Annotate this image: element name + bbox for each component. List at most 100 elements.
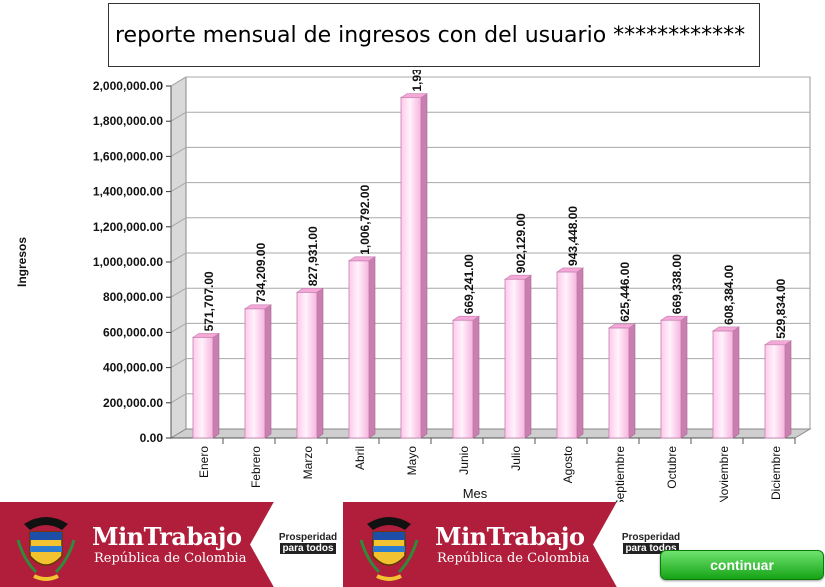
gridline [170, 111, 187, 122]
x-tick-label: Diciembre [769, 446, 783, 500]
bar [348, 260, 370, 439]
slogan-line-1: Prosperidad [278, 532, 338, 543]
bar [764, 344, 786, 439]
x-tick-label: Febrero [249, 446, 263, 488]
bar-top [244, 304, 272, 310]
bar-value-label: 734,209.00 [254, 242, 268, 302]
y-tick-label: 400,000.00 [103, 361, 163, 375]
bar [296, 291, 318, 439]
bar-side [524, 274, 532, 439]
x-tick-label: Agosto [561, 446, 575, 484]
y-tick-label: 1,400,000.00 [93, 185, 163, 199]
banner-subtitle: República de Colombia [437, 551, 590, 566]
bar-top [452, 315, 480, 321]
bar-top [660, 315, 688, 321]
slogan-line-2: para todos [280, 543, 336, 554]
gridline [170, 393, 187, 404]
x-tick-label: Abril [353, 446, 367, 470]
bar [244, 308, 266, 439]
bar-value-label: 571,707.00 [202, 271, 216, 331]
report-title-box: reporte mensual de ingresos con del usua… [108, 3, 760, 67]
bar-side [732, 326, 740, 439]
gridline [170, 252, 187, 263]
y-tick-label: 2,000,000.00 [93, 79, 163, 93]
y-tick-label: 1,000,000.00 [93, 255, 163, 269]
bar-value-label: 827,931.00 [306, 226, 320, 286]
banner-subtitle: República de Colombia [94, 551, 247, 566]
bar-top [608, 323, 636, 329]
x-tick-label: Junio [457, 446, 471, 475]
bar-value-label: 669,241.00 [462, 254, 476, 314]
prosperidad-logo: Prosperidad para todos [277, 532, 339, 554]
bar-value-label: 529,834.00 [774, 278, 788, 338]
bar [608, 327, 630, 439]
bar [660, 319, 682, 439]
bar-side [420, 93, 428, 439]
gridline [170, 146, 187, 157]
gridline [170, 322, 187, 333]
report-title: reporte mensual de ingresos con del usua… [115, 22, 746, 48]
slogan-line-1: Prosperidad [621, 532, 681, 543]
bar [712, 330, 734, 439]
income-bar-chart: 0.00 200,000.00 400,000.00 600,000.00 800,00… [15, 70, 812, 502]
x-tick-label: Septiembre [613, 446, 627, 502]
banner-brand: MinTrabajo [92, 522, 242, 551]
bar-side [784, 340, 792, 439]
bar-side [680, 315, 688, 439]
gridline [170, 287, 187, 298]
bar-side [628, 323, 636, 439]
y-tick-label: 0.00 [140, 431, 164, 445]
y-axis-label: Ingresos [15, 237, 29, 287]
bar-side [316, 287, 324, 439]
bar-side [264, 304, 272, 439]
bar-top [556, 267, 584, 273]
gridline [170, 217, 187, 228]
gridline [170, 76, 187, 87]
y-tick-label: 1,600,000.00 [93, 149, 163, 163]
y-tick-label: 600,000.00 [103, 325, 163, 339]
x-tick-label: Noviembre [717, 446, 731, 502]
bar-top [400, 93, 428, 98]
bar-side [472, 315, 480, 439]
x-tick-label: Julio [509, 446, 523, 471]
bar-top [712, 326, 740, 332]
x-tick-label: Mayo [405, 446, 419, 476]
slogan-line-2: para todos [623, 543, 679, 554]
x-tick-label: Marzo [301, 446, 315, 480]
bar-top [348, 256, 376, 262]
bar-value-label: 669,338.00 [670, 254, 684, 314]
x-axis-label: Mes [463, 486, 488, 501]
bar-top [764, 340, 792, 346]
bar-side [368, 256, 376, 439]
bar-value-label: 902,129.00 [514, 213, 528, 273]
bar [504, 278, 526, 439]
y-tick-label: 1,800,000.00 [93, 114, 163, 128]
y-tick-label: 800,000.00 [103, 290, 163, 304]
bar-side [212, 332, 220, 439]
gridline [170, 182, 187, 193]
colombia-coat-of-arms-icon [16, 517, 76, 581]
mintrabajo-banner: MinTrabajo República de Colombia Prosper… [343, 502, 688, 587]
bar [452, 319, 474, 439]
bar-top [192, 333, 220, 338]
mintrabajo-banner: MinTrabajo República de Colombia Prosper… [0, 502, 345, 587]
bar-value-label: 625,446.00 [618, 262, 632, 322]
gridline [170, 358, 187, 369]
bar-value-label: 1,933,787.00 [410, 70, 424, 92]
x-tick-label: Octubre [665, 446, 679, 489]
bar-side [576, 267, 584, 439]
bar [400, 97, 422, 439]
y-tick-label: 1,200,000.00 [93, 220, 163, 234]
bar-value-label: 1,006,792.00 [358, 184, 372, 254]
continue-button[interactable]: continuar [660, 550, 824, 580]
x-tick-label: Enero [197, 446, 211, 478]
bar-top [296, 287, 324, 293]
bar [192, 336, 214, 439]
bar-top [504, 274, 532, 280]
banner-brand: MinTrabajo [435, 522, 585, 551]
bar [556, 271, 578, 439]
y-tick-label: 200,000.00 [103, 396, 163, 410]
bar-value-label: 608,384.00 [722, 265, 736, 325]
colombia-coat-of-arms-icon [359, 517, 419, 581]
prosperidad-logo: Prosperidad para todos [620, 532, 682, 554]
